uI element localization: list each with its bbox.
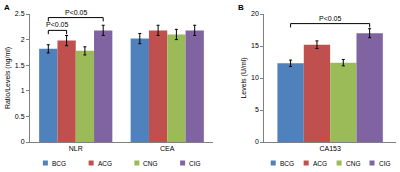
svg-text:ACG: ACG [98, 160, 112, 167]
svg-text:1.5: 1.5 [15, 62, 25, 69]
svg-text:CIG: CIG [379, 160, 391, 167]
svg-text:5: 5 [255, 106, 259, 113]
svg-text:P<0.05: P<0.05 [319, 15, 341, 22]
svg-text:CIG: CIG [189, 160, 201, 167]
svg-text:CNG: CNG [346, 160, 360, 167]
svg-text:ACG: ACG [313, 160, 327, 167]
svg-text:CEA: CEA [160, 145, 175, 152]
svg-text:20: 20 [251, 10, 259, 17]
svg-text:NLR: NLR [69, 145, 83, 152]
svg-text:Ratio/Levels (ng/ml): Ratio/Levels (ng/ml) [4, 47, 12, 109]
svg-text:15: 15 [251, 42, 259, 49]
svg-text:1: 1 [21, 87, 25, 94]
svg-text:B: B [238, 3, 244, 12]
svg-text:10: 10 [251, 74, 259, 81]
svg-text:P<0.05: P<0.05 [46, 21, 68, 28]
svg-text:2: 2 [21, 36, 25, 43]
svg-text:P<0.05: P<0.05 [65, 9, 87, 16]
svg-text:0.5: 0.5 [15, 113, 25, 120]
svg-text:A: A [4, 3, 10, 12]
svg-text:Levels (U/ml): Levels (U/ml) [240, 57, 248, 98]
svg-text:CNG: CNG [143, 160, 157, 167]
svg-text:0: 0 [21, 138, 25, 145]
svg-text:BCG: BCG [280, 160, 294, 167]
svg-text:0: 0 [255, 138, 259, 145]
svg-text:CA153: CA153 [319, 145, 341, 152]
svg-text:BCG: BCG [52, 160, 66, 167]
svg-text:2.5: 2.5 [15, 10, 25, 17]
